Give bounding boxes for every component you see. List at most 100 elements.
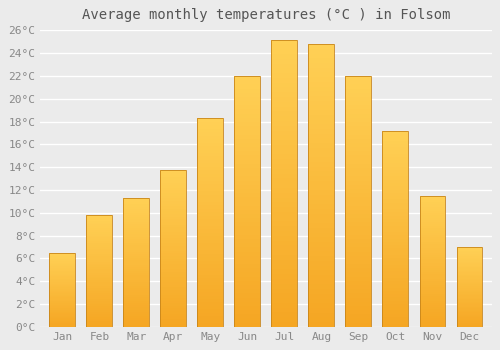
- Bar: [346, 318, 372, 323]
- Bar: [234, 260, 260, 264]
- Bar: [382, 222, 408, 225]
- Bar: [160, 246, 186, 248]
- Bar: [308, 199, 334, 204]
- Bar: [308, 218, 334, 223]
- Bar: [198, 250, 224, 254]
- Bar: [308, 172, 334, 176]
- Bar: [124, 256, 150, 258]
- Bar: [308, 275, 334, 280]
- Bar: [420, 209, 446, 211]
- Bar: [420, 292, 446, 294]
- Bar: [86, 267, 113, 269]
- Bar: [50, 326, 76, 327]
- Bar: [50, 307, 76, 308]
- Bar: [160, 251, 186, 253]
- Bar: [420, 196, 446, 327]
- Bar: [346, 285, 372, 289]
- Bar: [272, 164, 297, 169]
- Bar: [456, 264, 482, 266]
- Bar: [86, 264, 113, 265]
- Bar: [160, 253, 186, 256]
- Bar: [272, 293, 297, 298]
- Bar: [420, 301, 446, 303]
- Bar: [160, 264, 186, 266]
- Bar: [382, 320, 408, 323]
- Bar: [308, 247, 334, 251]
- Bar: [420, 226, 446, 229]
- Bar: [382, 144, 408, 147]
- Bar: [346, 114, 372, 118]
- Bar: [124, 226, 150, 228]
- Bar: [86, 258, 113, 260]
- Bar: [420, 248, 446, 250]
- Bar: [234, 130, 260, 134]
- Bar: [86, 234, 113, 236]
- Bar: [420, 257, 446, 259]
- Bar: [160, 172, 186, 175]
- Bar: [272, 111, 297, 116]
- Bar: [234, 93, 260, 97]
- Bar: [382, 134, 408, 137]
- Title: Average monthly temperatures (°C ) in Folsom: Average monthly temperatures (°C ) in Fo…: [82, 8, 450, 22]
- Bar: [198, 275, 224, 278]
- Bar: [124, 262, 150, 265]
- Bar: [456, 316, 482, 317]
- Bar: [456, 291, 482, 292]
- Bar: [420, 244, 446, 246]
- Bar: [382, 235, 408, 239]
- Bar: [456, 262, 482, 263]
- Bar: [346, 76, 372, 327]
- Bar: [420, 202, 446, 204]
- Bar: [456, 296, 482, 297]
- Bar: [160, 177, 186, 180]
- Bar: [160, 248, 186, 251]
- Bar: [198, 184, 224, 188]
- Bar: [50, 293, 76, 295]
- Bar: [456, 250, 482, 251]
- Bar: [456, 279, 482, 280]
- Bar: [198, 271, 224, 275]
- Bar: [50, 300, 76, 301]
- Bar: [160, 193, 186, 196]
- Bar: [50, 299, 76, 300]
- Bar: [346, 306, 372, 310]
- Bar: [308, 167, 334, 172]
- Bar: [382, 242, 408, 245]
- Bar: [420, 274, 446, 277]
- Bar: [346, 276, 372, 281]
- Bar: [456, 299, 482, 300]
- Bar: [234, 122, 260, 126]
- Bar: [346, 256, 372, 260]
- Bar: [308, 110, 334, 115]
- Bar: [420, 285, 446, 287]
- Bar: [198, 156, 224, 160]
- Bar: [420, 272, 446, 274]
- Bar: [234, 226, 260, 231]
- Bar: [346, 185, 372, 189]
- Bar: [272, 322, 297, 327]
- Bar: [124, 293, 150, 295]
- Bar: [234, 168, 260, 172]
- Bar: [50, 282, 76, 284]
- Bar: [198, 247, 224, 250]
- Bar: [456, 309, 482, 311]
- Bar: [346, 243, 372, 247]
- Bar: [234, 164, 260, 168]
- Bar: [124, 312, 150, 314]
- Bar: [124, 305, 150, 308]
- Bar: [198, 118, 224, 122]
- Bar: [234, 205, 260, 210]
- Bar: [234, 314, 260, 318]
- Bar: [308, 129, 334, 134]
- Bar: [50, 285, 76, 286]
- Bar: [308, 68, 334, 72]
- Bar: [160, 269, 186, 272]
- Bar: [198, 216, 224, 219]
- Bar: [308, 115, 334, 119]
- Bar: [346, 289, 372, 293]
- Bar: [272, 169, 297, 174]
- Bar: [86, 293, 113, 295]
- Bar: [382, 271, 408, 274]
- Bar: [346, 160, 372, 164]
- Bar: [456, 302, 482, 303]
